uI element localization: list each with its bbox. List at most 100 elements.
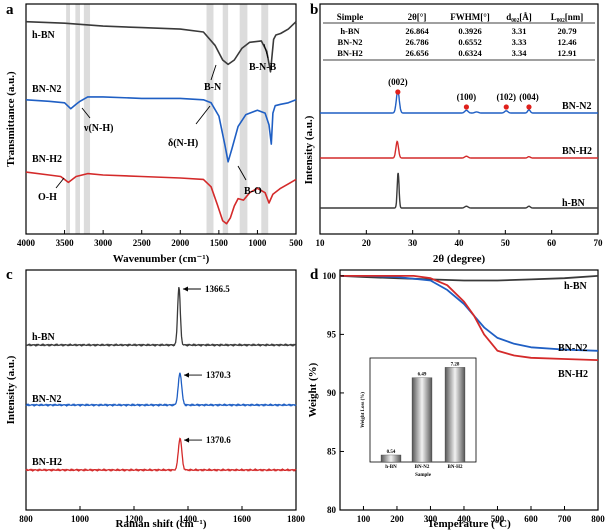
xrd-peak-label-0: (002) bbox=[388, 77, 408, 87]
annot-bo: B-O bbox=[244, 186, 262, 197]
c-xtick-label-5: 1800 bbox=[287, 514, 306, 524]
b-table-cell-1-0: BN-N2 bbox=[337, 37, 362, 47]
inset-bar-category-0: h-BN bbox=[385, 465, 397, 470]
panel-b-peaklabels: (002) (100) (102) (004) bbox=[388, 77, 539, 110]
raman-peak-label-2: 1370.6 bbox=[206, 435, 231, 445]
panel-c-series-label-n2: BN-N2 bbox=[32, 394, 61, 405]
panel-c: c 800 1000 1200 1400 1600 1800 Intensity (a.u… bbox=[5, 267, 306, 530]
inset-ylabel: Weight Loss (%) bbox=[361, 392, 366, 428]
panel-c-series-label-h2: BN-H2 bbox=[32, 457, 62, 468]
panel-d-series bbox=[339, 275, 599, 361]
xrd-line-bn-n2 bbox=[320, 89, 598, 114]
inset-bar-value-1: 6.49 bbox=[418, 373, 427, 378]
annot-deltaNH: δ(N-H) bbox=[168, 138, 198, 149]
ftir-line-bn-h2 bbox=[25, 171, 297, 225]
annot-arrow-bn bbox=[210, 64, 217, 81]
panel-d: d 100 200 300 400 500 600 700 800 80 85 90 95 100 W… bbox=[307, 267, 605, 530]
ftir-line-bn-n2 bbox=[25, 96, 297, 163]
panel-d-xticks: 100 200 300 400 500 600 700 800 bbox=[357, 506, 605, 524]
raman-line-bn-n2 bbox=[25, 372, 297, 408]
panel-b-ylabel: Intensity (a.u.) bbox=[303, 115, 315, 184]
xrd-line-bn-h2 bbox=[320, 140, 598, 159]
b-table-header-1: 2θ[°] bbox=[408, 12, 427, 22]
raman-arrowhead-1 bbox=[183, 372, 189, 378]
annot-arrow-oh bbox=[55, 177, 65, 189]
xrd-peak-label-3: (004) bbox=[519, 92, 539, 102]
ftir-line-h-bn bbox=[25, 20, 297, 73]
panel-d-letter: d bbox=[310, 267, 319, 283]
b-xtick-label-3: 40 bbox=[455, 238, 465, 248]
b-table-cell-1-4: 12.46 bbox=[557, 37, 576, 47]
ftir-band-6 bbox=[261, 4, 269, 234]
c-xtick-label-4: 1600 bbox=[233, 514, 252, 524]
inset-bar-category-1: BN-N2 bbox=[415, 465, 430, 470]
panel-d-inset: 0.54 h-BN 6.49 BN-N2 7.28 BN-H2 Weight Loss (… bbox=[361, 357, 477, 478]
a-xtick-label-1: 3500 bbox=[56, 238, 75, 248]
b-xtick-label-6: 70 bbox=[594, 238, 604, 248]
panel-c-frame bbox=[25, 269, 297, 511]
b-table-cell-1-2: 0.6552 bbox=[458, 37, 481, 47]
panel-c-letter: c bbox=[6, 267, 13, 283]
inset-bar-category-2: BN-H2 bbox=[448, 465, 464, 470]
panel-b-xticks: 10 20 30 40 50 60 70 bbox=[316, 230, 604, 248]
panel-a-xticks: 4000 3500 3000 2500 2000 1500 1000 500 bbox=[17, 230, 303, 248]
d-ytick-label-4: 100 bbox=[323, 271, 337, 281]
inset-bars: 0.54 h-BN 6.49 BN-N2 7.28 BN-H2 bbox=[380, 362, 466, 470]
tga-line-h-bn bbox=[339, 275, 599, 282]
panel-d-series-label-h2: BN-H2 bbox=[558, 369, 588, 380]
b-table-cell-2-1: 26.656 bbox=[405, 48, 428, 58]
b-table-header-3: d₀₀₂[Å] bbox=[506, 12, 532, 22]
d-xtick-label-3: 400 bbox=[457, 514, 471, 524]
panel-b-series-label-n2: BN-N2 bbox=[562, 101, 591, 112]
panel-a-frame bbox=[25, 3, 297, 235]
panel-d-ylabel: Weight (%) bbox=[307, 362, 319, 417]
panel-a-series-label-hbn: h-BN bbox=[32, 30, 56, 41]
b-table-cell-0-1: 26.864 bbox=[405, 26, 429, 36]
d-xtick-label-6: 700 bbox=[558, 514, 572, 524]
annot-bnb: B-N-B bbox=[249, 62, 277, 73]
panel-b-series-label-h2: BN-H2 bbox=[562, 146, 592, 157]
b-table-cell-0-2: 0.3926 bbox=[458, 26, 481, 36]
xrd-peak-label-1: (100) bbox=[457, 92, 477, 102]
panel-c-ylabel: Intensity (a.u.) bbox=[5, 355, 17, 424]
b-table-cell-0-3: 3.31 bbox=[512, 26, 527, 36]
b-table-header-4: L₀₀₂[nm] bbox=[551, 12, 584, 22]
c-xtick-label-2: 1200 bbox=[125, 514, 144, 524]
panel-d-frame bbox=[339, 269, 599, 511]
b-xtick-label-2: 30 bbox=[408, 238, 418, 248]
panel-d-series-label-hbn: h-BN bbox=[564, 281, 588, 292]
a-xtick-label-3: 2500 bbox=[133, 238, 152, 248]
b-table-cell-2-2: 0.6324 bbox=[458, 48, 482, 58]
panel-a-letter: a bbox=[6, 2, 14, 18]
panel-a-xlabel: Wavenumber (cm⁻¹) bbox=[113, 253, 210, 265]
a-xtick-label-6: 1000 bbox=[248, 238, 267, 248]
inset-bar-h-bn bbox=[380, 454, 402, 463]
d-ytick-label-3: 95 bbox=[327, 329, 337, 339]
panel-c-peak-annotations: 1366.5 1370.3 1370.6 bbox=[182, 284, 231, 445]
panel-c-series-label-hbn: h-BN bbox=[32, 332, 56, 343]
a-xtick-label-7: 500 bbox=[289, 238, 303, 248]
ftir-band-3 bbox=[206, 4, 214, 234]
a-xtick-label-2: 3000 bbox=[94, 238, 113, 248]
inset-bar-bn-n2 bbox=[411, 377, 433, 463]
b-table-cell-2-4: 12.91 bbox=[557, 48, 576, 58]
raman-peak-label-1: 1370.3 bbox=[206, 370, 231, 380]
raman-line-bn-h2 bbox=[25, 437, 297, 472]
xrd-peak-marker-1 bbox=[463, 104, 470, 110]
raman-arrowhead-2 bbox=[184, 437, 190, 443]
a-xtick-label-0: 4000 bbox=[17, 238, 36, 248]
ftir-band-4 bbox=[222, 4, 229, 234]
d-xtick-label-7: 800 bbox=[591, 514, 605, 524]
xrd-peak-label-2: (102) bbox=[497, 92, 517, 102]
b-table-cell-0-0: h-BN bbox=[340, 26, 360, 36]
xrd-line-h-bn bbox=[320, 172, 598, 209]
raman-line-h-bn bbox=[26, 287, 297, 347]
d-xtick-label-2: 300 bbox=[424, 514, 438, 524]
panel-d-xlabel: Temperature (°C) bbox=[427, 518, 511, 530]
inset-bar-value-2: 7.28 bbox=[451, 362, 460, 367]
b-xtick-label-4: 50 bbox=[501, 238, 511, 248]
panel-b-series bbox=[320, 89, 598, 209]
inset-bar-bn-h2 bbox=[444, 367, 466, 463]
panel-c-xlabel: Raman shift (cm⁻¹) bbox=[116, 518, 207, 530]
annot-arrow-bnb bbox=[263, 43, 269, 59]
